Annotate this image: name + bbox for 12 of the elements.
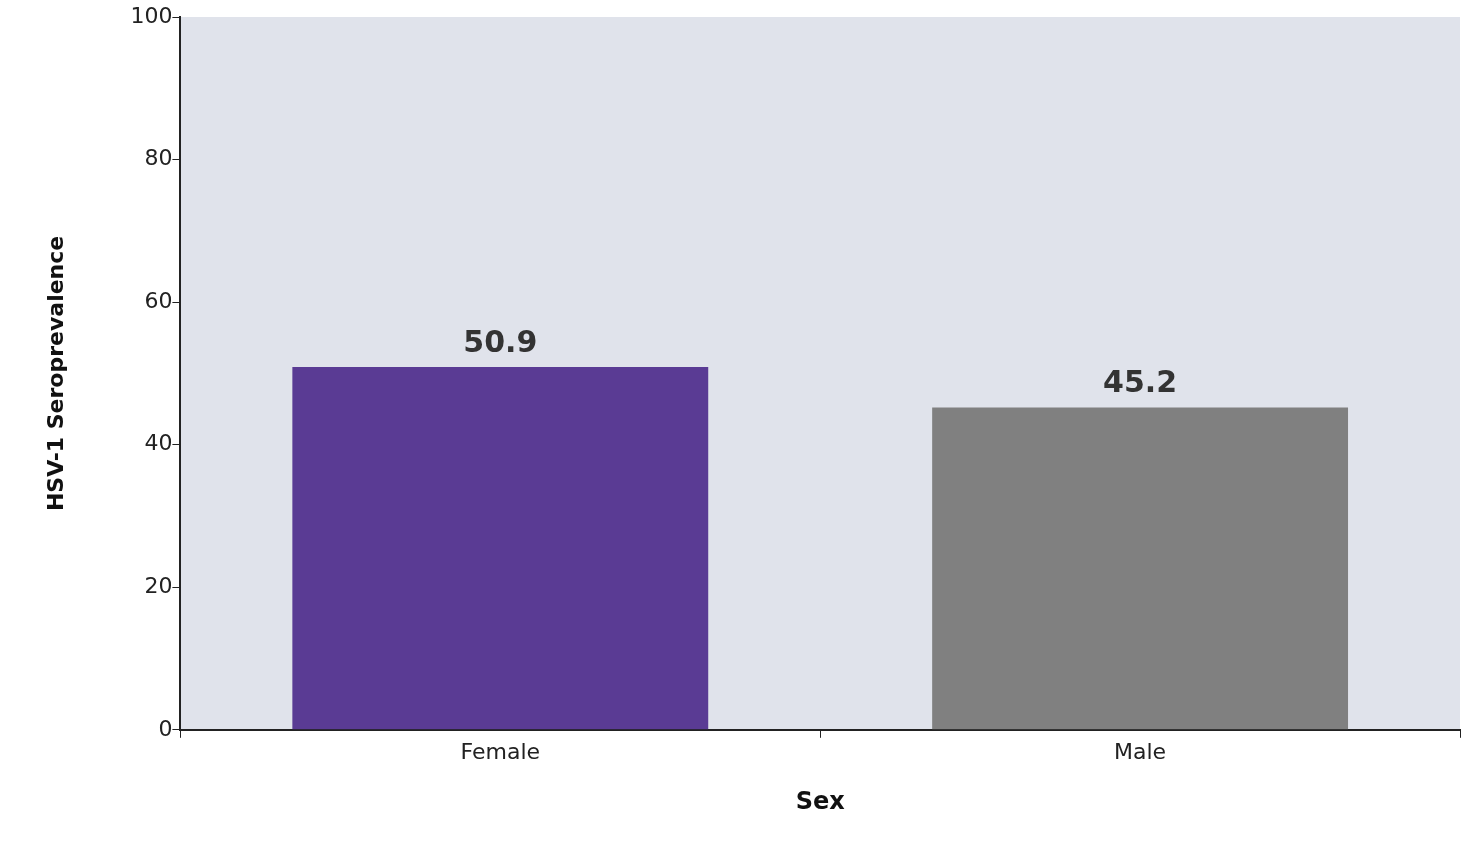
y-tick-label: 40 bbox=[144, 430, 173, 456]
y-tick-label: 20 bbox=[144, 572, 173, 598]
y-tick-label: 0 bbox=[158, 715, 173, 741]
data-label: 45.2 bbox=[1103, 364, 1178, 400]
x-tick-label: Female bbox=[460, 738, 541, 764]
data-label: 50.9 bbox=[463, 323, 538, 359]
y-tick-label: 60 bbox=[144, 287, 173, 313]
x-axis-title: Sex bbox=[795, 786, 846, 815]
y-axis-title: HSV-1 Seroprevalence bbox=[42, 235, 68, 512]
y-tick-label: 100 bbox=[130, 2, 173, 28]
y-tick-label: 80 bbox=[144, 145, 173, 171]
x-tick-label: Male bbox=[1114, 738, 1167, 764]
